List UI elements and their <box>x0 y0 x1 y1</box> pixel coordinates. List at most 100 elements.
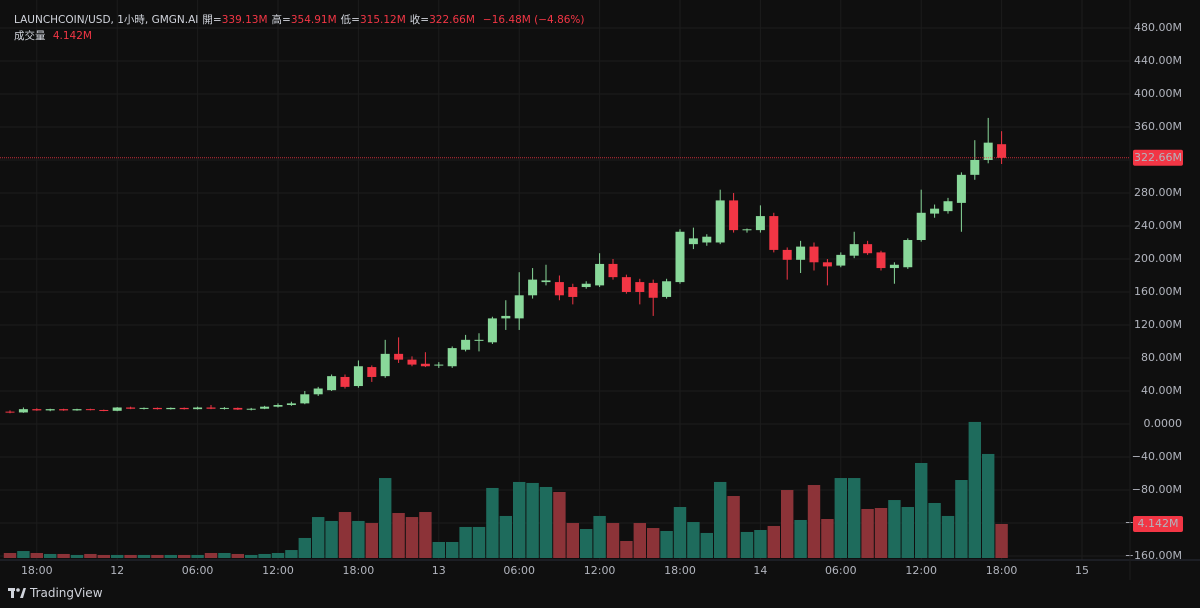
candle-body <box>916 212 926 241</box>
candle-body <box>380 353 390 377</box>
volume-bar <box>767 525 780 558</box>
volume-bar <box>432 541 445 558</box>
x-tick-label: 12:00 <box>905 564 937 577</box>
candle-body <box>822 262 832 267</box>
candle-body <box>621 277 631 292</box>
x-tick-label: 06:00 <box>825 564 857 577</box>
volume-tag-label: 4.142M <box>1138 517 1179 530</box>
y-tick-label: 80.00M <box>1141 351 1182 364</box>
candle-body <box>970 159 980 175</box>
volume-bar <box>982 453 995 558</box>
candle-body <box>809 246 819 263</box>
volume-bar <box>620 541 633 558</box>
y2-tick-label: −40.00M <box>1132 450 1182 463</box>
candle-body <box>407 359 417 365</box>
candle-body <box>112 407 122 411</box>
volume-bar <box>446 541 459 558</box>
candle-body <box>72 409 82 411</box>
volume-bar <box>499 515 512 558</box>
candle-body <box>367 367 377 377</box>
volume-bar <box>513 481 526 558</box>
candle-body <box>595 263 605 286</box>
volume-bar <box>392 513 405 558</box>
y-tick-label: 240.00M <box>1134 219 1182 232</box>
volume-bar <box>781 490 794 558</box>
candle-body <box>648 282 658 298</box>
x-tick-label: 12 <box>110 564 124 577</box>
y-tick-label: 280.00M <box>1134 186 1182 199</box>
ohlc-value: 315.12M <box>359 14 406 26</box>
volume-bar <box>338 512 352 558</box>
candle-body <box>434 364 444 366</box>
candle-body <box>662 281 672 297</box>
candle-body <box>461 339 471 350</box>
candle-body <box>206 407 216 409</box>
ohlc-label: 高= <box>271 14 291 26</box>
volume-bar <box>325 520 338 558</box>
volume-bar <box>968 421 981 558</box>
candle-body <box>340 376 350 387</box>
volume-bar <box>526 482 539 558</box>
candle-body <box>447 348 457 367</box>
volume-bar <box>352 520 365 558</box>
x-tick-label: 06:00 <box>182 564 214 577</box>
volume-bar <box>714 481 727 558</box>
volume-bar <box>553 491 566 558</box>
volume-bar <box>848 478 861 558</box>
volume-bar <box>17 551 30 558</box>
candle-body <box>956 174 966 203</box>
candle-body <box>327 376 337 391</box>
brand-logo <box>8 588 26 598</box>
volume-name: 成交量 <box>14 30 46 42</box>
volume-bar <box>459 526 472 558</box>
candle-body <box>715 200 725 243</box>
volume-bar <box>419 512 432 558</box>
volume-bar <box>365 523 378 558</box>
candle-body <box>635 282 645 292</box>
candle-body <box>528 279 538 296</box>
volume-bar <box>606 523 620 558</box>
x-tick-label: 18:00 <box>986 564 1018 577</box>
y-tick-label: 360.00M <box>1134 120 1182 133</box>
candle-body <box>876 252 886 269</box>
candle-body <box>554 282 564 296</box>
volume-bar <box>647 528 660 558</box>
candle-body <box>581 283 591 288</box>
legend-row: LAUNCHCOIN/USD, 1小時, GMGN.AI 開=339.13M 高=3… <box>14 12 589 28</box>
volume-bar <box>673 507 687 558</box>
candle-body <box>702 236 712 243</box>
volume-bar <box>486 487 499 558</box>
candle-body <box>782 249 792 260</box>
y-tick-label: 120.00M <box>1134 318 1182 331</box>
candle-body <box>863 244 873 254</box>
candle-body <box>394 353 404 360</box>
candle-body <box>474 339 484 341</box>
volume-bar <box>298 537 311 558</box>
candle-body <box>219 407 229 409</box>
volume-bar <box>807 485 821 558</box>
candle-body <box>796 246 806 260</box>
volume-bar <box>137 554 151 558</box>
y-tick-label: 440.00M <box>1134 54 1182 67</box>
candle-body <box>514 295 524 319</box>
candle-body <box>688 238 698 245</box>
volume-bar <box>539 486 553 558</box>
candle-body <box>152 407 162 410</box>
candle-body <box>166 407 176 410</box>
volume-bar <box>941 515 955 558</box>
candle-body <box>943 201 953 212</box>
candle-body <box>32 409 42 411</box>
volume-bar <box>97 554 110 558</box>
candle-body <box>286 403 296 406</box>
x-tick-label: 14 <box>753 564 767 577</box>
volume-value: 4.142M <box>52 30 92 42</box>
candle-body <box>300 394 310 404</box>
volume-bar <box>271 552 285 558</box>
volume-bar <box>727 496 740 558</box>
ohlc-value: 322.66M <box>429 14 475 26</box>
candle-body <box>568 287 578 297</box>
candle-body <box>769 216 779 250</box>
candle-body <box>273 405 283 407</box>
x-tick-label: 18:00 <box>343 564 375 577</box>
